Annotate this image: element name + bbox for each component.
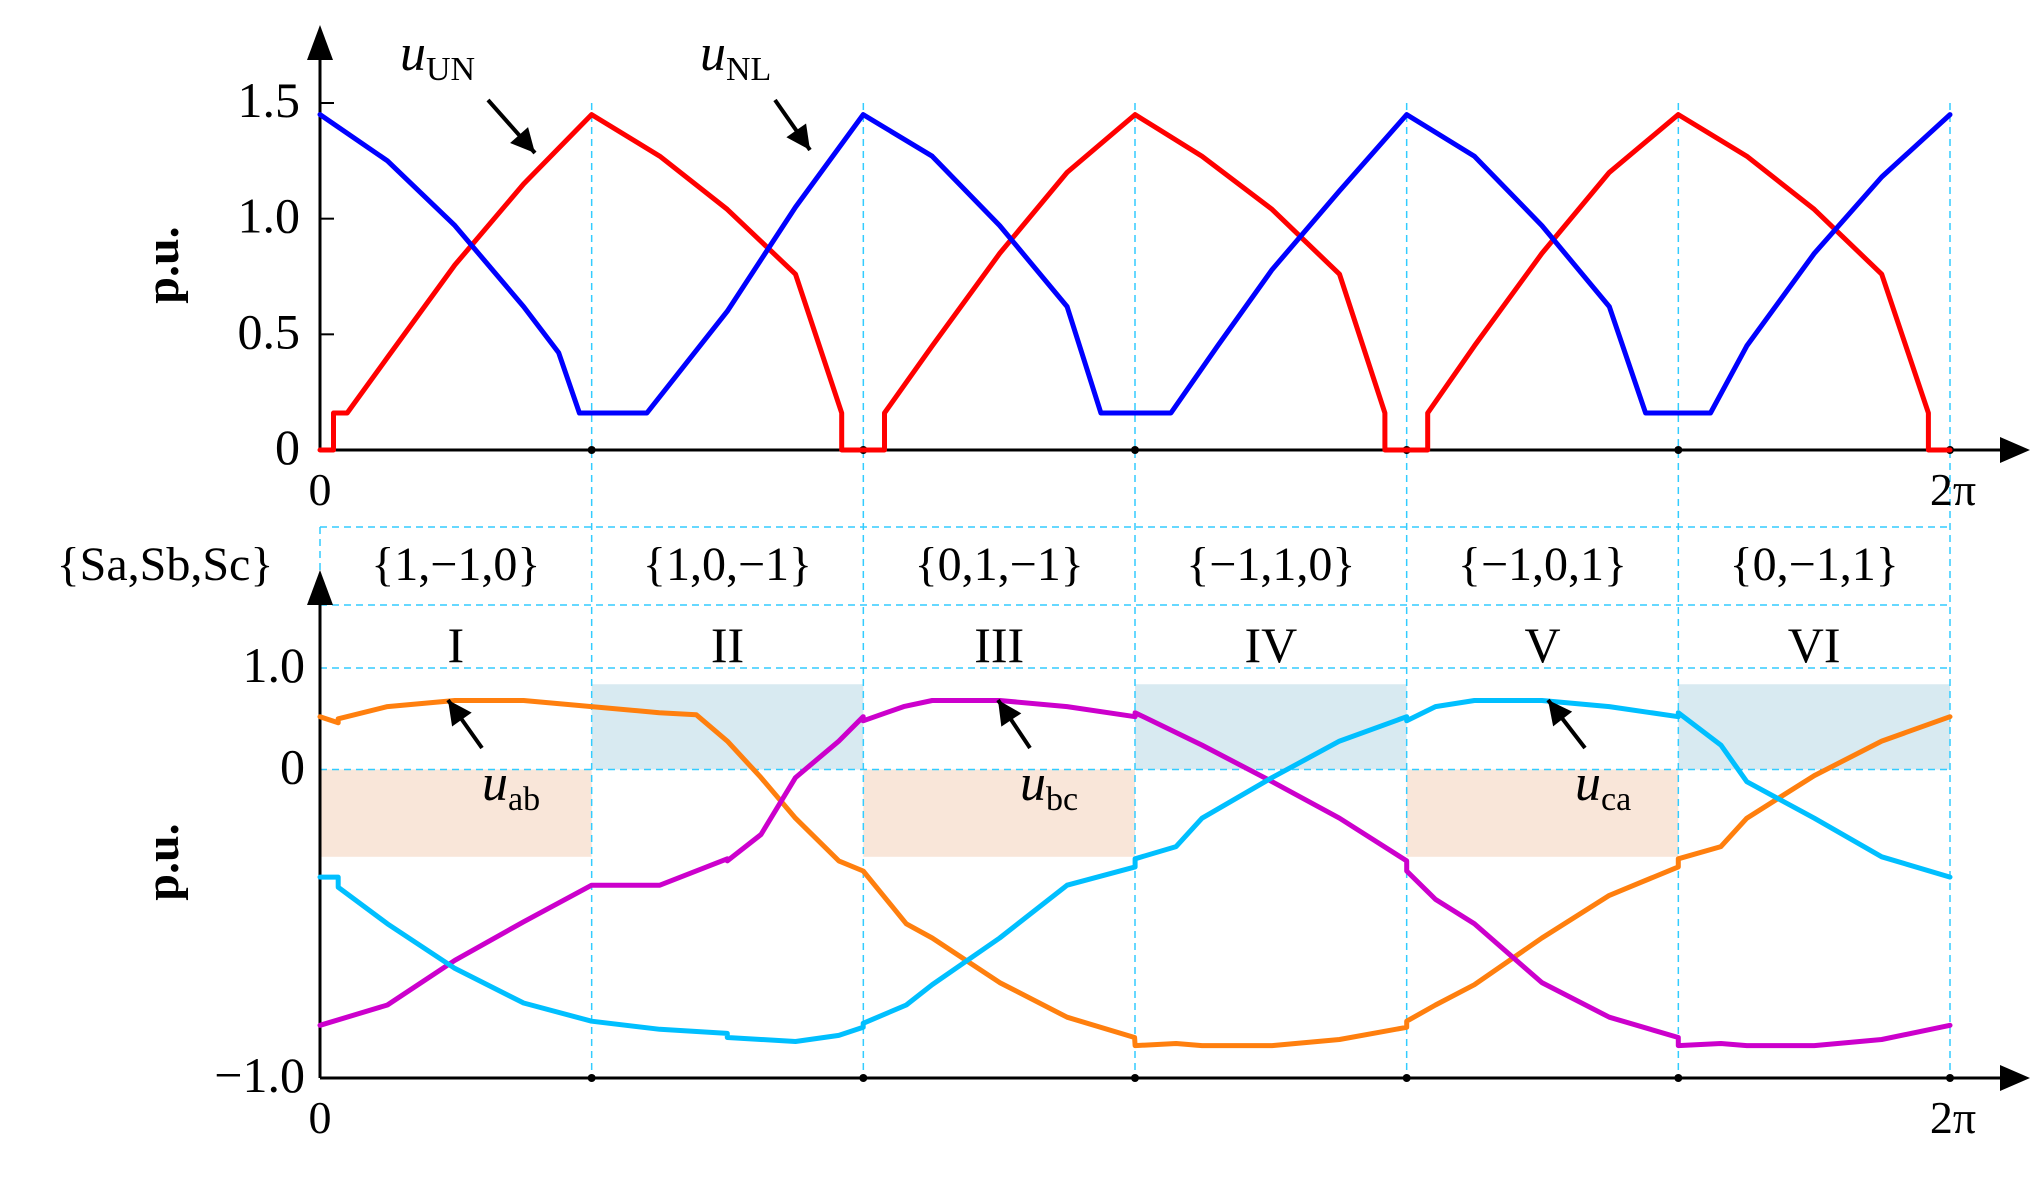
sector-label-III: III [974,617,1024,673]
arrow-uUN-head [510,127,535,153]
label-uca: uca [1575,755,1631,818]
shaded-region-I [320,769,592,857]
bottom-x-tick [1402,1074,1411,1082]
shaded-region-VI [1678,684,1950,770]
bottom-x-tick-label-end: 2π [1930,1092,1976,1143]
bottom-y-tick-label: 0 [280,739,305,795]
top-x-tick-label-end: 2π [1930,464,1976,515]
sector-label-IV: IV [1244,617,1297,673]
series-line-uca [317,698,1953,1044]
shaded-region-IV [1135,684,1407,770]
top-y-axis-label: p.u. [136,226,189,303]
bottom-x-tick [587,1074,596,1082]
switch-state-4: {−1,1,0} [1186,538,1355,591]
bottom-x-tick [1674,1074,1683,1082]
bottom-y-tick-label: 1.0 [243,637,306,693]
top-y-tick-label: 1.0 [238,188,301,244]
top-y-tick-label: 0 [275,419,300,475]
arrow-ubc-head [998,700,1022,727]
bottom-x-arrow [2000,1065,2030,1091]
shaded-region-II [591,684,864,770]
arrow-uab-head [448,700,472,727]
sector-label-V: V [1524,617,1560,673]
label-uab-sub: ab [508,781,540,818]
sector-label-II: II [711,617,744,673]
top-x-tick [587,446,596,454]
sector-label-I: I [448,617,465,673]
shaded-region-V [1406,769,1679,857]
series-line-ubc [317,698,1953,1049]
bottom-y-arrow [307,570,333,605]
label-ubc-sub: bc [1046,781,1078,818]
bottom-y-axis-label: p.u. [136,823,189,900]
sector-label-VI: VI [1788,617,1841,673]
arrow-uNL-head [786,123,810,150]
grid-lines [319,103,1951,1078]
switch-state-6: {0,−1,1} [1730,538,1899,591]
label-uUN-sub: UN [426,51,475,88]
label-uca-sub: ca [1601,781,1631,818]
top-y-tick-label: 1.5 [238,72,301,128]
top-x-arrow [2000,437,2030,463]
switch-state-2: {1,0,−1} [643,538,812,591]
bottom-y-tick-label: −1.0 [214,1047,305,1103]
shaded-region-III [863,769,1135,857]
switch-state-1: {1,−1,0} [371,538,540,591]
bottom-x-tick [859,1074,868,1082]
label-uNL-sub: NL [726,51,771,88]
series-lines [317,112,1953,1049]
arrow-uca-head [1548,700,1573,727]
top-y-arrow [307,25,333,60]
top-x-tick [1131,446,1139,454]
bottom-x-tick-label-start: 0 [309,1092,332,1143]
label-uNL: uNL [700,25,771,88]
bottom-x-tick [1131,1074,1139,1082]
switch-state-5: {−1,0,1} [1458,538,1627,591]
series-line-uNL [317,112,1953,416]
shaded-regions [320,684,1950,857]
top-x-tick-label-start: 0 [309,464,332,515]
top-x-tick [1674,446,1683,454]
bottom-x-tick [1946,1074,1954,1082]
label-uUN: uUN [400,25,475,88]
series-line-uUN [317,112,1953,453]
labels: 00.51.01.5p.u.0 2π−1.001.0p.u.0 2π{Sa,Sb,S… [57,25,1977,1143]
switch-state-3: {0,1,−1} [915,538,1084,591]
series-line-uab [317,698,1953,1049]
top-y-tick-label: 0.5 [238,303,301,359]
label-uab: uab [482,755,540,818]
label-ubc: ubc [1020,755,1078,818]
state-header-label: {Sa,Sb,Sc} [57,538,274,591]
